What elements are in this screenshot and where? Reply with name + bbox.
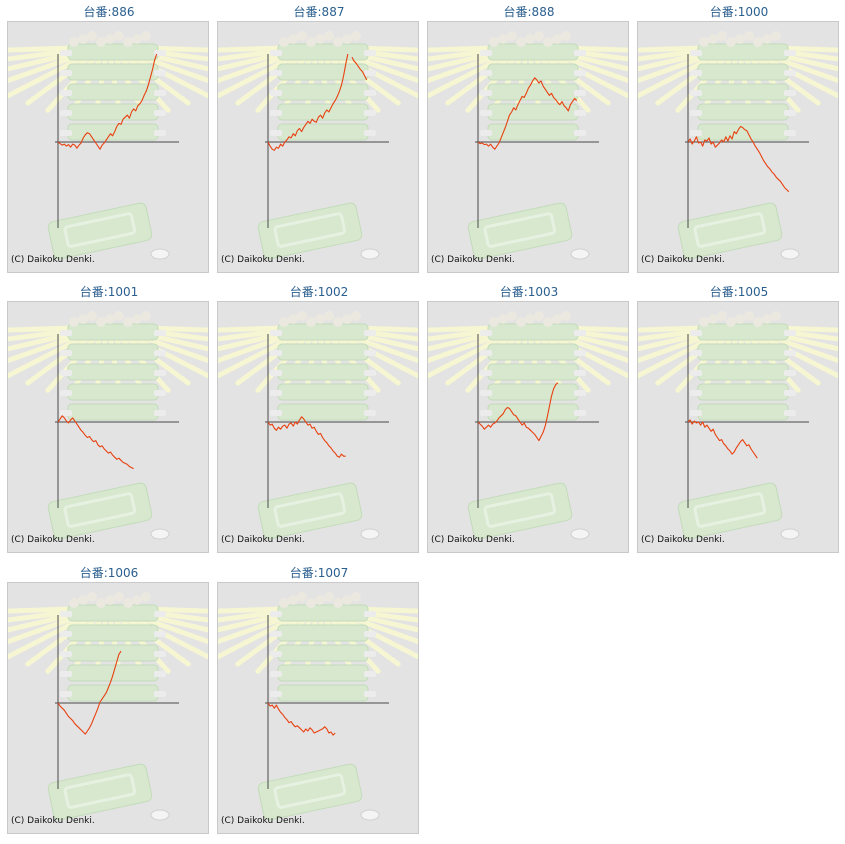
chart-frame: (C) Daikoku Denki.	[637, 301, 839, 553]
machine-chart-panel: 台番:1000 (C) Daikoku Denki.	[637, 0, 841, 274]
machine-number-title[interactable]: 台番:887	[293, 5, 345, 19]
mascot-illustration	[638, 311, 838, 540]
machine-number-title[interactable]: 台番:1005	[709, 285, 769, 299]
machine-chart-panel: 台番:1003 (C) Daikoku Denki.	[427, 280, 631, 554]
mascot-illustration	[428, 31, 628, 260]
chart-frame: (C) Daikoku Denki.	[7, 21, 209, 273]
chart-frame: (C) Daikoku Denki.	[637, 21, 839, 273]
payout-series-line	[57, 53, 158, 150]
copyright-label: (C) Daikoku Denki.	[11, 535, 95, 545]
payout-graph	[638, 31, 838, 260]
mascot-illustration	[428, 311, 628, 540]
copyright-label: (C) Daikoku Denki.	[641, 255, 725, 265]
machine-chart-panel: 台番:1006 (C) Daikoku Denki.	[7, 561, 211, 835]
payout-series-line	[477, 382, 559, 442]
copyright-label: (C) Daikoku Denki.	[431, 535, 515, 545]
chart-frame: (C) Daikoku Denki.	[427, 301, 629, 553]
chart-frame: (C) Daikoku Denki.	[7, 301, 209, 553]
payout-graph	[8, 31, 208, 260]
payout-series-line	[267, 53, 368, 151]
chart-frame: (C) Daikoku Denki.	[217, 21, 419, 273]
payout-series-line	[477, 77, 578, 150]
machine-number-title[interactable]: 台番:1003	[499, 285, 559, 299]
chart-frame: (C) Daikoku Denki.	[427, 21, 629, 273]
mascot-illustration	[218, 31, 418, 260]
copyright-label: (C) Daikoku Denki.	[221, 255, 305, 265]
payout-graph	[8, 311, 208, 540]
payout-graph	[428, 311, 628, 540]
machine-number-title[interactable]: 台番:1007	[289, 566, 349, 580]
payout-graph	[218, 31, 418, 260]
payout-series-line	[687, 419, 758, 459]
payout-series-line	[57, 415, 134, 470]
machine-number-title[interactable]: 台番:1001	[79, 285, 139, 299]
machine-chart-panel: 台番:887 (C) Daikoku Denki.	[217, 0, 421, 274]
copyright-label: (C) Daikoku Denki.	[431, 255, 515, 265]
mascot-illustration	[8, 592, 208, 821]
machine-chart-panel: 台番:1001 (C) Daikoku Denki.	[7, 280, 211, 554]
payout-graph	[218, 592, 418, 821]
copyright-label: (C) Daikoku Denki.	[11, 255, 95, 265]
machine-number-title[interactable]: 台番:1000	[709, 5, 769, 19]
mascot-illustration	[8, 31, 208, 260]
mascot-illustration	[218, 311, 418, 540]
chart-frame: (C) Daikoku Denki.	[7, 582, 209, 834]
copyright-label: (C) Daikoku Denki.	[641, 535, 725, 545]
chart-frame: (C) Daikoku Denki.	[217, 582, 419, 834]
payout-graph	[8, 592, 208, 821]
payout-graph	[218, 311, 418, 540]
copyright-label: (C) Daikoku Denki.	[11, 816, 95, 826]
machine-number-title[interactable]: 台番:1006	[79, 566, 139, 580]
payout-graph	[638, 311, 838, 540]
machine-chart-panel: 台番:1005 (C) Daikoku Denki.	[637, 280, 841, 554]
chart-frame: (C) Daikoku Denki.	[217, 301, 419, 553]
machine-number-title[interactable]: 台番:888	[503, 5, 555, 19]
mascot-illustration	[638, 31, 838, 260]
payout-series-line	[267, 416, 346, 458]
machine-chart-panel: 台番:1002 (C) Daikoku Denki.	[217, 280, 421, 554]
machine-chart-panel: 台番:888 (C) Daikoku Denki.	[427, 0, 631, 274]
mascot-illustration	[218, 592, 418, 821]
payout-graph	[428, 31, 628, 260]
payout-series-line	[687, 125, 790, 193]
machine-number-title[interactable]: 台番:886	[83, 5, 135, 19]
copyright-label: (C) Daikoku Denki.	[221, 816, 305, 826]
payout-series-line	[267, 702, 336, 736]
machine-number-title[interactable]: 台番:1002	[289, 285, 349, 299]
payout-series-line	[57, 650, 122, 735]
machine-chart-panel: 台番:886 (C) Daikoku Denki.	[7, 0, 211, 274]
copyright-label: (C) Daikoku Denki.	[221, 535, 305, 545]
machine-chart-panel: 台番:1007 (C) Daikoku Denki.	[217, 561, 421, 835]
mascot-illustration	[8, 311, 208, 540]
